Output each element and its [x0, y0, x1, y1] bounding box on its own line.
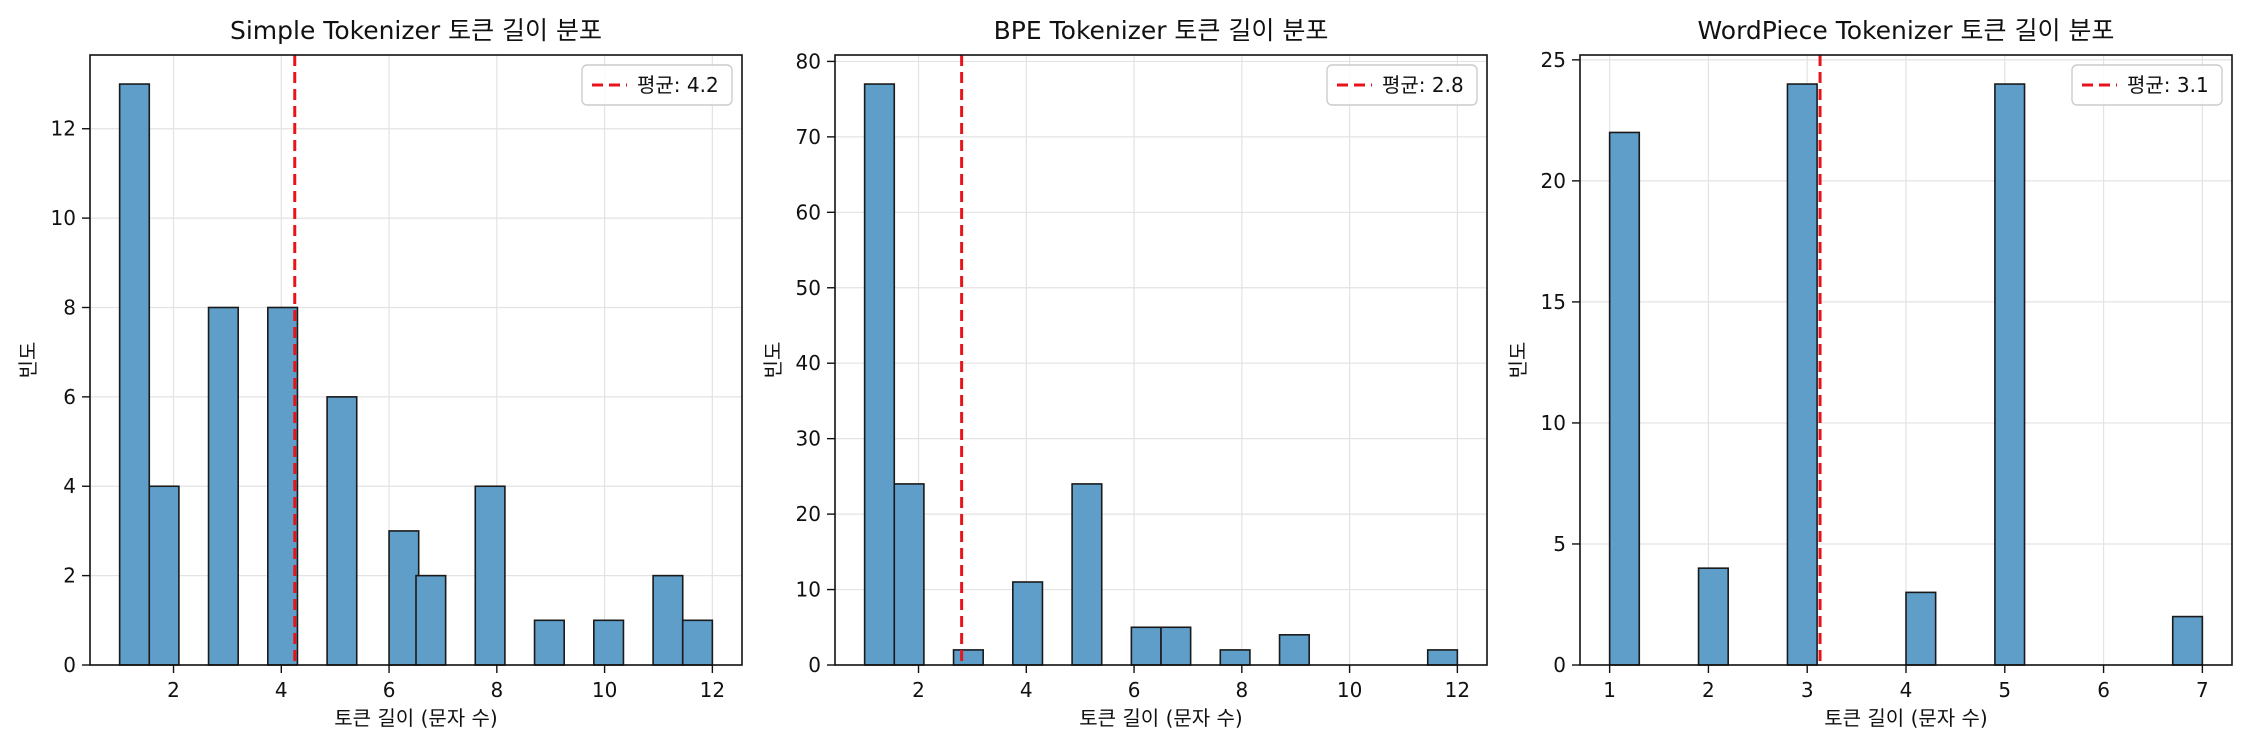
- x-tick-label: 6: [383, 678, 396, 702]
- histogram-bar: [533, 619, 565, 666]
- y-tick-label: 50: [796, 276, 821, 300]
- chart-panel-2: 2 4 6 8 10 12 0 10 20 30 40 50 60 70 80 BPE Tokenizer 토…: [761, 16, 1488, 730]
- y-tick-label: 10: [51, 206, 76, 230]
- x-tick-label: 12: [700, 678, 725, 702]
- y-tick-label: 15: [1541, 290, 1566, 314]
- histogram-bar: [1012, 581, 1044, 666]
- y-tick-label: 12: [51, 117, 76, 141]
- x-tick-label: 2: [167, 678, 180, 702]
- histogram-bar: [148, 485, 180, 666]
- chart-title: WordPiece Tokenizer 토큰 길이 분포: [1698, 16, 2115, 45]
- histogram-bar: [952, 649, 984, 666]
- legend-box: [2071, 64, 2223, 106]
- histogram-bar: [893, 483, 925, 666]
- histogram-bar: [1905, 591, 1937, 666]
- y-tick-label: 5: [1553, 532, 1566, 556]
- legend-mean-label: 평균: 4.2: [637, 73, 719, 97]
- y-tick-label: 6: [63, 385, 76, 409]
- histogram-bar: [2171, 615, 2204, 666]
- chart-title: BPE Tokenizer 토큰 길이 분포: [994, 16, 1329, 45]
- x-tick-label: 2: [912, 678, 925, 702]
- histogram-bar: [267, 306, 299, 666]
- x-tick-label: 7: [2196, 678, 2209, 702]
- histogram-bar: [1130, 626, 1162, 666]
- histogram-bar: [388, 530, 420, 666]
- histogram-bar: [593, 619, 625, 666]
- y-tick-label: 70: [796, 125, 821, 149]
- plot-frame: [89, 54, 743, 666]
- y-tick-label: 80: [796, 49, 821, 73]
- x-tick-label: 2: [1702, 678, 1715, 702]
- x-tick-label: 10: [592, 678, 617, 702]
- histogram-bar: [1608, 131, 1641, 666]
- histogram-bar: [863, 83, 896, 666]
- y-tick-label: 0: [63, 653, 76, 677]
- x-tick-label: 4: [1900, 678, 1913, 702]
- histogram-bar: [1994, 83, 2026, 666]
- y-tick-label: 40: [796, 351, 821, 375]
- histogram-bar: [415, 574, 447, 666]
- y-tick-label: 10: [1541, 411, 1566, 435]
- y-tick-label: 10: [796, 578, 821, 602]
- y-tick-label: 0: [808, 653, 821, 677]
- histogram-bar: [1071, 483, 1103, 666]
- legend-mean-label: 평균: 2.8: [1382, 73, 1464, 97]
- y-tick-label: 4: [63, 474, 76, 498]
- x-tick-label: 4: [1020, 678, 1033, 702]
- histogram-bar: [1278, 634, 1310, 666]
- x-axis-label: 토큰 길이 (문자 수): [1824, 706, 1987, 730]
- x-axis-label: 토큰 길이 (문자 수): [1079, 706, 1242, 730]
- legend-box: [1326, 64, 1478, 106]
- chart-panel-3: 1 2 3 4 5 6 7 0 5 10 15 20 25 WordPiece Tokenizer 토큰 …: [1506, 16, 2233, 730]
- histogram-bar: [474, 485, 506, 666]
- x-tick-label: 1: [1603, 678, 1616, 702]
- chart-panel-1: 2 4 6 8 10 12 0 2 4 6 8 10 12 Simple Tokenizer 토큰 길이 …: [16, 16, 743, 730]
- histogram-bar: [118, 83, 151, 666]
- x-tick-label: 6: [1128, 678, 1141, 702]
- x-tick-label: 3: [1801, 678, 1814, 702]
- y-axis-label: 빈도: [1506, 342, 1530, 379]
- histogram-bar: [1160, 626, 1192, 666]
- y-tick-label: 0: [1553, 653, 1566, 677]
- histogram-bar: [1697, 567, 1729, 666]
- x-axis-label: 토큰 길이 (문자 수): [334, 706, 497, 730]
- y-tick-label: 25: [1541, 48, 1566, 72]
- x-tick-label: 12: [1445, 678, 1470, 702]
- x-tick-label: 10: [1337, 678, 1362, 702]
- legend-box: [581, 64, 733, 106]
- y-axis-label: 빈도: [16, 342, 40, 379]
- x-tick-label: 6: [2097, 678, 2110, 702]
- x-tick-label: 8: [490, 678, 503, 702]
- y-tick-label: 30: [796, 427, 821, 451]
- y-tick-label: 20: [796, 502, 821, 526]
- legend-mean-label: 평균: 3.1: [2127, 73, 2209, 97]
- x-tick-label: 4: [275, 678, 288, 702]
- x-tick-label: 5: [1998, 678, 2011, 702]
- histogram-bar: [1219, 649, 1251, 666]
- chart-title: Simple Tokenizer 토큰 길이 분포: [230, 16, 602, 45]
- y-tick-label: 2: [63, 564, 76, 588]
- y-tick-label: 8: [63, 295, 76, 319]
- x-tick-label: 8: [1235, 678, 1248, 702]
- histogram-bar: [681, 619, 714, 666]
- y-tick-label: 60: [796, 200, 821, 224]
- y-tick-label: 20: [1541, 169, 1566, 193]
- histogram-bar: [652, 574, 684, 666]
- plot-frame: [834, 54, 1488, 666]
- histogram-bar: [207, 306, 239, 666]
- histogram-bar: [1426, 649, 1459, 666]
- y-axis-label: 빈도: [761, 342, 785, 379]
- histogram-bar: [1786, 83, 1818, 666]
- histogram-bar: [326, 396, 358, 666]
